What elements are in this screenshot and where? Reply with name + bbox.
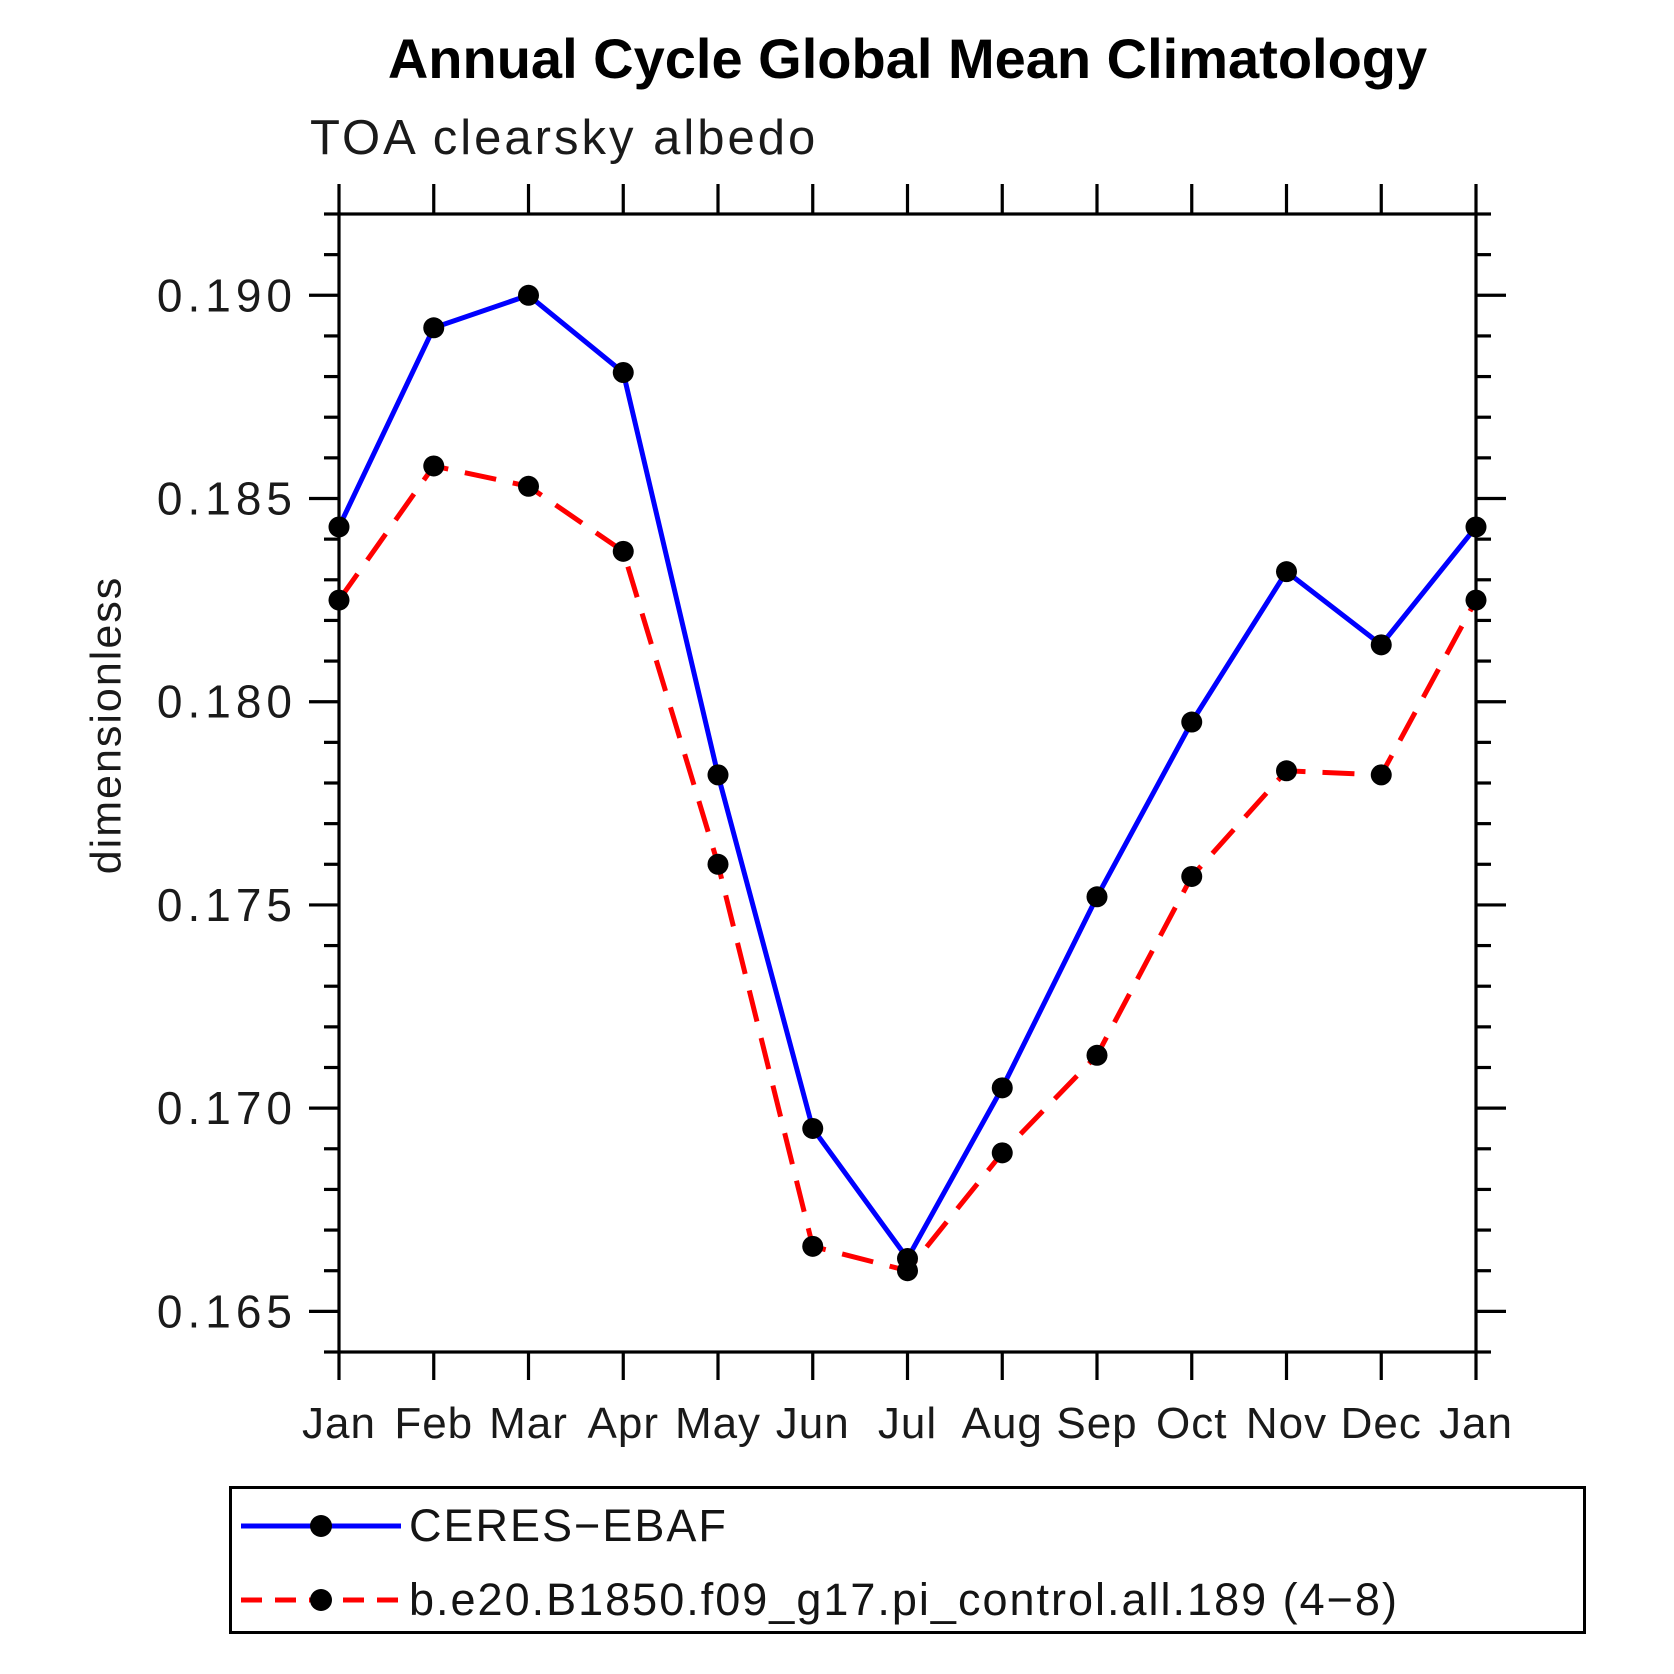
data-point-markers — [328, 284, 1487, 1282]
legend-box: CERES−EBAF b.e20.B1850.f09_g17.pi_contro… — [229, 1486, 1586, 1634]
svg-text:Jul: Jul — [878, 1399, 937, 1448]
svg-text:Apr: Apr — [588, 1399, 659, 1448]
legend-swatch-ceres-ebaf — [241, 1515, 401, 1537]
svg-text:Aug: Aug — [962, 1399, 1043, 1448]
x-tick-labels: Jan Feb Mar Apr May Jun Jul Aug Sep Oct Nov Dec Jan — [302, 1399, 1513, 1448]
svg-text:Jun: Jun — [776, 1399, 850, 1448]
svg-text:0.175: 0.175 — [157, 879, 297, 931]
svg-text:Oct: Oct — [1156, 1399, 1227, 1448]
legend-label-model-case: b.e20.B1850.f09_g17.pi_control.all.189 (… — [409, 1574, 1399, 1625]
chart-title: Annual Cycle Global Mean Climatology — [387, 27, 1428, 90]
svg-text:Nov: Nov — [1246, 1399, 1327, 1448]
legend-marker-dot — [310, 1589, 332, 1611]
axes — [309, 184, 1506, 1380]
legend-marker-dot — [310, 1515, 332, 1537]
svg-text:0.190: 0.190 — [157, 269, 297, 321]
svg-text:0.185: 0.185 — [157, 473, 297, 525]
svg-text:Feb: Feb — [394, 1399, 473, 1448]
svg-text:0.170: 0.170 — [157, 1082, 297, 1134]
svg-text:May: May — [675, 1399, 761, 1448]
chart-subtitle: TOA clearsky albedo — [310, 111, 819, 165]
series-line-0 — [336, 292, 1478, 1264]
svg-text:Mar: Mar — [489, 1399, 568, 1448]
legend-swatch-model-case — [241, 1589, 401, 1611]
svg-text:Jan: Jan — [1439, 1399, 1513, 1448]
svg-text:Sep: Sep — [1056, 1399, 1137, 1448]
svg-text:Dec: Dec — [1341, 1399, 1422, 1448]
svg-text:Jan: Jan — [302, 1399, 376, 1448]
legend-row-model-case: b.e20.B1850.f09_g17.pi_control.all.189 (… — [232, 1563, 1583, 1637]
legend-label-ceres-ebaf: CERES−EBAF — [409, 1500, 728, 1551]
legend-row-ceres-ebaf: CERES−EBAF — [232, 1489, 1583, 1563]
y-tick-labels: 0.165 0.170 0.175 0.180 0.185 0.190 — [157, 269, 297, 1337]
svg-text:0.165: 0.165 — [157, 1285, 297, 1337]
svg-text:0.180: 0.180 — [157, 676, 297, 728]
